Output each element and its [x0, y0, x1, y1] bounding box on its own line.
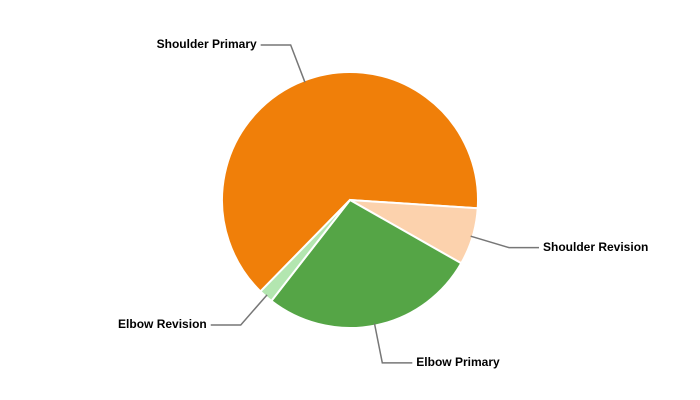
slice-label: Elbow Primary — [416, 355, 500, 369]
connector — [210, 294, 268, 326]
slice-label: Elbow Revision — [118, 317, 207, 331]
connector — [470, 235, 540, 249]
connector — [260, 44, 306, 83]
connector — [373, 323, 413, 364]
slice-label: Shoulder Primary — [157, 37, 257, 51]
slice-label: Shoulder Revision — [543, 240, 648, 254]
